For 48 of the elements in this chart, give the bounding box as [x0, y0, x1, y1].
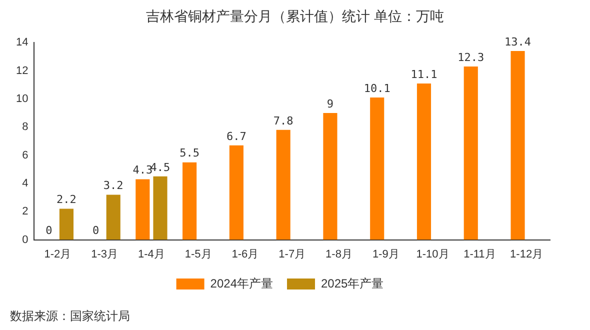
bar — [106, 194, 120, 240]
bar — [370, 98, 384, 240]
y-tick-label: 4 — [22, 177, 28, 190]
data-label: 4.3 — [132, 164, 153, 177]
source-note: 数据来源：国家统计局 — [10, 308, 130, 325]
y-tick-label: 0 — [22, 234, 28, 246]
x-tick-label: 1-8月 — [326, 248, 352, 260]
data-label: 10.1 — [364, 82, 390, 95]
x-tick-label: 1-3月 — [91, 248, 118, 260]
data-label: 7.8 — [273, 114, 294, 128]
y-tick-label: 12 — [16, 64, 28, 77]
x-tick-label: 1-6月 — [232, 248, 259, 260]
bar — [229, 145, 244, 240]
bar — [510, 51, 525, 240]
data-label: 5.5 — [180, 146, 200, 160]
bar — [59, 208, 74, 240]
y-tick-label: 2 — [22, 206, 28, 218]
bar — [323, 113, 338, 240]
x-tick-label: 1-2月 — [44, 248, 72, 260]
data-label: 9 — [326, 97, 334, 110]
data-label: 0 — [46, 224, 52, 238]
data-label: 2.2 — [56, 193, 76, 206]
bar — [153, 176, 168, 240]
bar — [464, 66, 478, 240]
y-tick-label: 10 — [16, 92, 28, 105]
x-tick-label: 1-7月 — [278, 248, 306, 260]
data-label: 6.7 — [226, 130, 246, 143]
legend-label: 2025年产量 — [321, 276, 384, 290]
bar — [136, 179, 150, 240]
legend-label: 2024年产量 — [210, 276, 274, 290]
bar — [276, 130, 290, 240]
chart-title: 吉林省铜材产量分月（累计值）统计 单位：万吨 — [144, 8, 446, 26]
x-tick-label: 1-11月 — [464, 248, 496, 260]
data-label: 11.1 — [410, 68, 438, 81]
x-tick-label: 1-4月 — [138, 248, 165, 260]
x-tick-label: 1-10月 — [416, 248, 450, 260]
bar — [416, 83, 432, 240]
data-label: 13.4 — [504, 35, 532, 48]
x-tick-label: 1-5月 — [184, 248, 212, 260]
y-tick-label: 6 — [22, 149, 28, 162]
data-label: 0 — [92, 224, 100, 238]
data-label: 3.2 — [103, 179, 124, 192]
y-tick-label: 14 — [16, 36, 28, 49]
x-tick-label: 1-9月 — [372, 248, 400, 260]
x-tick-label: 1-12月 — [510, 248, 544, 260]
y-tick-label: 8 — [22, 121, 28, 134]
data-label: 12.3 — [458, 50, 484, 64]
bar — [182, 162, 197, 240]
